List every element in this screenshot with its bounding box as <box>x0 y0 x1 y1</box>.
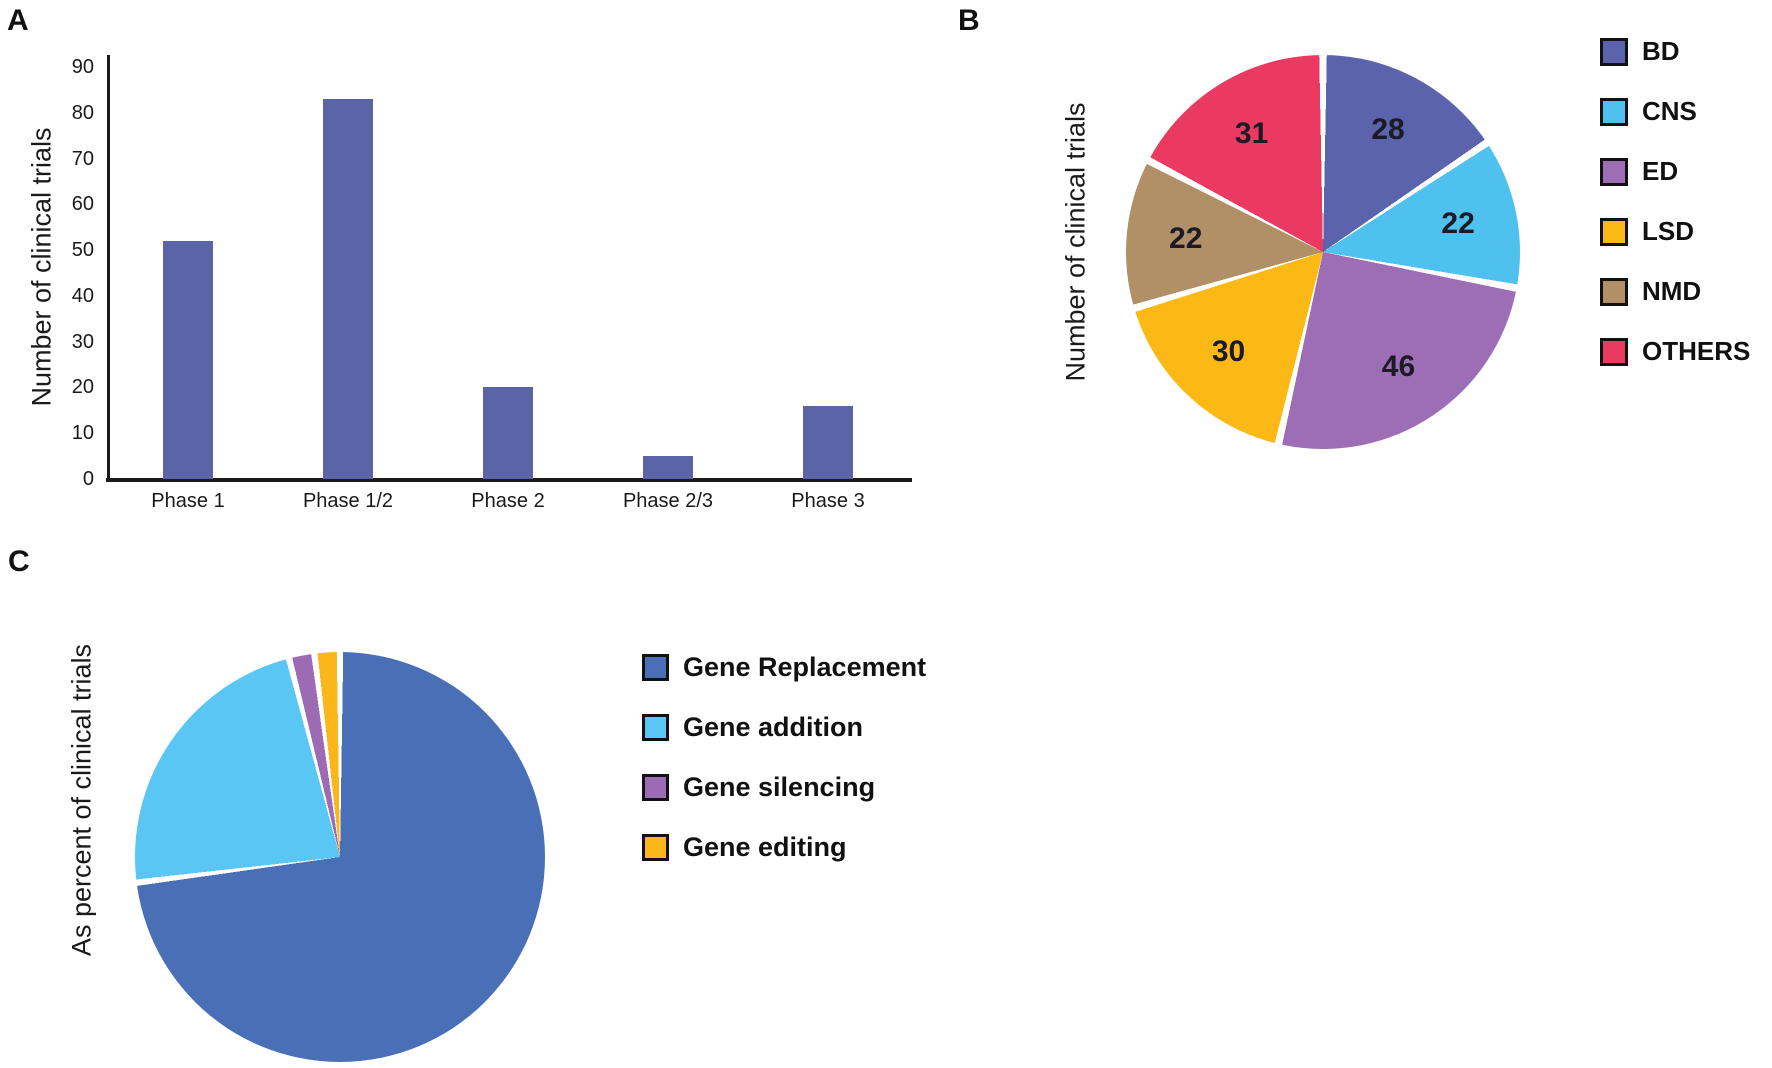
legend-swatch <box>642 834 669 861</box>
y-tick-label: 0 <box>82 468 94 490</box>
pie-slice-value-lsd: 30 <box>1211 335 1246 369</box>
legend-item-others: OTHERS <box>1600 336 1750 367</box>
panel-c-letter: C <box>8 545 30 578</box>
legend-item-gene-addition: Gene addition <box>642 712 926 743</box>
legend-item-ed: ED <box>1600 156 1750 187</box>
bar-phase-2 <box>483 387 533 479</box>
legend-label: OTHERS <box>1642 336 1751 366</box>
legend-label: Gene editing <box>683 832 847 862</box>
legend-item-nmd: NMD <box>1600 276 1750 307</box>
legend-label: CNS <box>1642 96 1697 126</box>
panel-a-letter: A <box>7 4 29 37</box>
legend-label: Gene silencing <box>683 772 876 802</box>
legend-swatch <box>1600 37 1628 66</box>
y-tick-label: 60 <box>71 193 94 216</box>
legend-label: NMD <box>1642 276 1702 306</box>
pie-slice-value-ed: 46 <box>1381 350 1416 384</box>
strategies-pie-chart <box>135 652 545 1062</box>
x-category-label: Phase 3 <box>791 490 865 512</box>
y-tick-label: 50 <box>71 239 94 262</box>
legend-item-gene-replacement: Gene Replacement <box>642 652 926 683</box>
legend-label: BD <box>1642 36 1680 66</box>
y-tick-label: 30 <box>71 330 94 353</box>
strategies-legend: Gene Replacement Gene addition Gene silenc… <box>642 652 926 892</box>
legend-swatch <box>642 654 669 681</box>
x-category-label: Phase 2 <box>471 490 545 512</box>
y-tick-label: 80 <box>71 101 94 124</box>
indications-legend: BD CNS ED LSD NMD OTHERS <box>1600 36 1750 396</box>
x-category-label: Phase 2/3 <box>622 490 714 512</box>
bar-phase-1-2 <box>323 99 373 479</box>
legend-swatch <box>1600 97 1628 126</box>
legend-item-gene-editing: Gene editing <box>642 832 926 863</box>
legend-swatch <box>642 714 669 741</box>
pie-slice-value-nmd: 22 <box>1169 221 1203 255</box>
legend-item-cns: CNS <box>1600 96 1750 127</box>
y-tick-label: 40 <box>71 284 94 307</box>
y-tick-label: 10 <box>71 422 94 445</box>
legend-item-lsd: LSD <box>1600 216 1750 247</box>
legend-swatch <box>642 774 669 801</box>
legend-label: Gene addition <box>683 712 864 742</box>
legend-label: ED <box>1642 156 1679 186</box>
pie-slice-value-others: 31 <box>1234 117 1269 150</box>
pie-slice-value-cns: 22 <box>1441 207 1475 241</box>
indications-pie-chart <box>1126 55 1520 449</box>
legend-swatch <box>1600 277 1628 306</box>
panel-c-y-axis-title: As percent of clinical trials <box>66 643 97 957</box>
y-tick-label: 90 <box>71 56 94 79</box>
legend-swatch <box>1600 217 1628 246</box>
bar-chart-x-axis-line <box>106 478 912 482</box>
legend-swatch <box>1600 157 1628 186</box>
y-tick-label: 70 <box>71 147 94 170</box>
y-tick-label: 20 <box>71 376 94 399</box>
bar-chart-y-axis-line <box>107 55 110 482</box>
legend-item-gene-silencing: Gene silencing <box>642 772 926 803</box>
legend-item-bd: BD <box>1600 36 1750 67</box>
legend-swatch <box>1600 337 1628 366</box>
x-category-label: Phase 1 <box>151 490 225 512</box>
bar-phase-3 <box>803 405 853 479</box>
legend-label: LSD <box>1642 216 1694 246</box>
bar-phase-1 <box>163 240 213 479</box>
panel-b-y-axis-title: Number of clinical trials <box>1060 102 1091 382</box>
pie-slice-value-bd: 28 <box>1371 113 1405 147</box>
bar-phase-2-3 <box>643 456 693 479</box>
x-category-label: Phase 1/2 <box>302 490 394 512</box>
legend-label: Gene Replacement <box>683 652 927 682</box>
panel-b-letter: B <box>958 4 980 37</box>
